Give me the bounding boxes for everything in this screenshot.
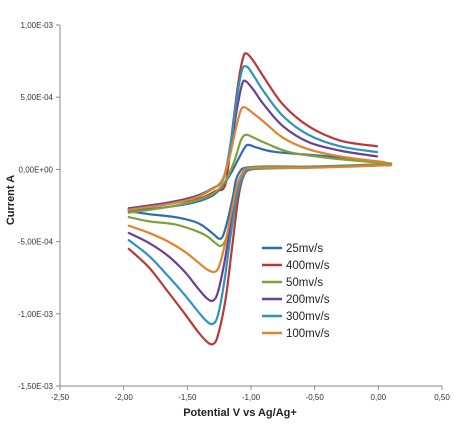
series-lines bbox=[127, 52, 393, 346]
y-tick-label: -5,00E-04 bbox=[18, 238, 54, 247]
legend-label: 50mv/s bbox=[286, 277, 323, 289]
x-tick-label: -1,50 bbox=[178, 393, 197, 402]
y-tick-label: -1,50E-03 bbox=[18, 382, 54, 391]
legend-label: 25mv/s bbox=[286, 243, 323, 255]
legend-label: 100mv/s bbox=[286, 328, 330, 340]
x-tick-label: -2,50 bbox=[51, 393, 70, 402]
x-axis-title: Potential V vs Ag/Ag+ bbox=[183, 407, 297, 419]
legend-label: 300mv/s bbox=[286, 311, 330, 323]
series-line-forward bbox=[127, 163, 393, 274]
x-tick-label: -0,50 bbox=[306, 393, 325, 402]
y-tick-label: 0,00E+00 bbox=[19, 165, 54, 174]
legend: 25mv/s 400mv/s 50mv/s 200mv/s 300mv/s 100mv/s bbox=[262, 243, 330, 340]
y-ticks: 1,00E-03 5,00E-04 0,00E+00 -5,00E-04 -1,00E-… bbox=[18, 21, 60, 391]
x-tick-label: 0,50 bbox=[434, 393, 450, 402]
series-line-reverse bbox=[127, 106, 386, 211]
series-line-reverse bbox=[127, 133, 393, 214]
y-tick-label: -1,00E-03 bbox=[18, 310, 54, 319]
x-tick-label: -2,00 bbox=[115, 393, 134, 402]
legend-label: 400mv/s bbox=[286, 260, 330, 272]
y-tick-label: 5,00E-04 bbox=[21, 93, 54, 102]
x-tick-label: 0,00 bbox=[371, 393, 387, 402]
series-100mv-s bbox=[127, 106, 393, 274]
x-tick-label: -1,00 bbox=[242, 393, 261, 402]
y-tick-label: 1,00E-03 bbox=[21, 21, 54, 30]
legend-label: 200mv/s bbox=[286, 294, 330, 306]
y-axis-title: Current A bbox=[5, 175, 17, 225]
series-line-reverse bbox=[127, 143, 393, 213]
x-ticks: -2,50 -2,00 -1,50 -1,00 -0,50 0,00 0,50 bbox=[51, 386, 450, 402]
